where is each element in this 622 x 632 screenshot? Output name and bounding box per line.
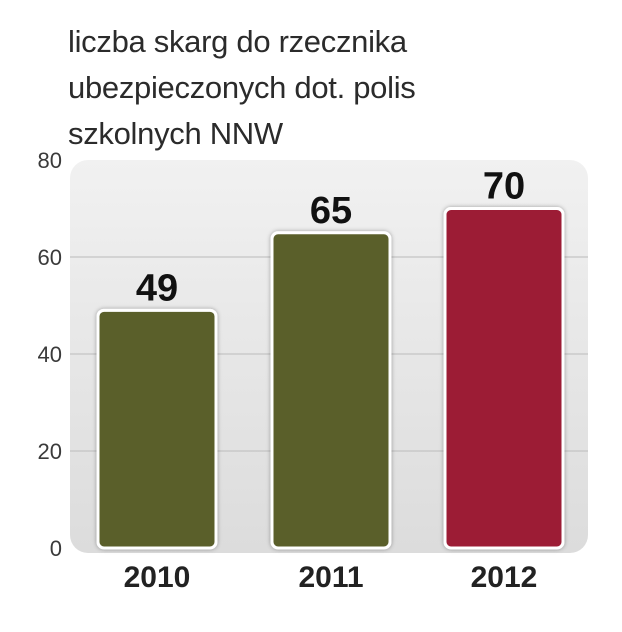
y-tick-label: 20	[38, 439, 62, 464]
chart-title-line-2: ubezpieczonych dot. polis	[68, 70, 416, 105]
y-tick-label: 0	[50, 536, 62, 561]
chart-title-line-3: szkolnych NNW	[68, 116, 283, 151]
x-tick-label: 2011	[298, 561, 363, 594]
data-label: 49	[136, 267, 178, 309]
bars: 49 65 70	[96, 166, 565, 550]
y-tick-label: 60	[38, 245, 62, 270]
y-tick-label: 80	[38, 148, 62, 173]
x-axis: 2010 2011 2012	[124, 561, 538, 594]
data-label: 70	[483, 166, 525, 208]
x-tick-label: 2010	[124, 561, 191, 594]
chart-title-line-1: liczba skarg do rzecznika	[68, 24, 407, 59]
bar	[443, 207, 565, 550]
bar	[270, 231, 392, 550]
x-tick-label: 2012	[471, 561, 538, 594]
y-axis: 0 20 40 60 80	[38, 148, 62, 561]
bar	[96, 308, 218, 550]
y-tick-label: 40	[38, 342, 62, 367]
data-label: 65	[310, 190, 352, 232]
